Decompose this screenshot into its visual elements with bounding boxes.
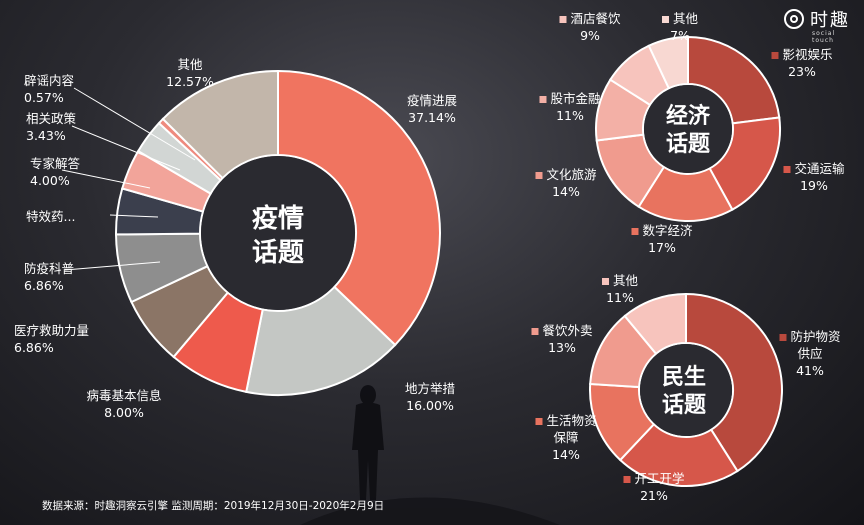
donut-2-center	[640, 344, 732, 436]
silhouette-figure	[300, 385, 560, 525]
live-label-supplies: 生活物资 保障 14%	[535, 412, 597, 463]
epi-label-science: 防疫科普 6.86%	[24, 261, 75, 293]
live-label-protective: 防护物资 供应 41%	[779, 328, 841, 379]
leader-line-policy	[71, 125, 181, 171]
donut-2-slice-1	[618, 422, 739, 487]
eco-label-culture: 文化旅游 14%	[535, 166, 597, 200]
donut-0-slice-1	[245, 285, 397, 396]
leader-line-drug	[109, 214, 159, 218]
epi-label-local: 地方举措 16.00%	[404, 381, 456, 413]
epidemic-donut	[114, 69, 441, 396]
brand-name: 时趣	[810, 10, 850, 31]
live-label-other: 其他 11%	[601, 272, 638, 306]
donut-2-slice-0	[685, 292, 783, 473]
donut-2-slice-4	[623, 292, 687, 356]
donut-0-center	[201, 156, 355, 310]
epi-label-rumor: 辟谣内容 0.57%	[24, 73, 75, 105]
leader-line-expert	[61, 169, 151, 189]
eco-label-film: 影视娱乐 23%	[771, 46, 833, 80]
live-label-food: 餐饮外卖 13%	[531, 322, 593, 356]
live-label-work: 开工开学 21%	[623, 470, 685, 504]
epi-label-policy: 相关政策 3.43%	[26, 111, 77, 143]
economy-center-title: 经济 话题	[665, 104, 710, 157]
epi-label-progress: 疫情进展 37.14%	[406, 93, 458, 125]
eco-label-transport: 交通运输 19%	[783, 160, 845, 194]
epi-label-medical: 医疗救助力量 6.86%	[14, 323, 90, 355]
eco-label-other: 其他 7%	[661, 10, 698, 44]
epi-label-virus: 病毒基本信息 8.00%	[86, 388, 162, 420]
data-source-note: 数据来源：时趣洞察云引擎 监测周期：2019年12月30日-2020年2月9日	[42, 500, 385, 512]
livelihood-donut	[589, 292, 783, 487]
donut-0-slice-0	[277, 69, 441, 347]
brand-subtitle: social touch	[812, 30, 836, 44]
economy-donut	[595, 35, 781, 222]
epi-label-expert: 专家解答 4.00%	[30, 156, 81, 188]
leader-lines	[61, 87, 196, 271]
epi-label-other: 其他 12.57%	[166, 57, 214, 89]
donut-1-slice-6	[647, 35, 689, 90]
eco-label-stock: 股市金融 11%	[539, 90, 601, 124]
donut-0-slice-9	[161, 69, 279, 180]
eco-label-hotel: 酒店餐饮 9%	[559, 10, 621, 44]
eco-label-digital: 数字经济 17%	[631, 222, 693, 256]
donut-1-slice-0	[687, 35, 781, 125]
leader-line-rumor	[73, 87, 196, 161]
livelihood-center-title: 民生 话题	[661, 365, 706, 418]
brand-logo: 时趣 social touch	[784, 6, 850, 44]
leader-line-science	[64, 261, 161, 271]
donut-1-center	[644, 85, 732, 173]
epidemic-center-title: 疫情 话题	[251, 204, 304, 268]
spiral-logo-icon	[784, 9, 804, 29]
epi-label-drug: 特效药...	[26, 209, 76, 224]
